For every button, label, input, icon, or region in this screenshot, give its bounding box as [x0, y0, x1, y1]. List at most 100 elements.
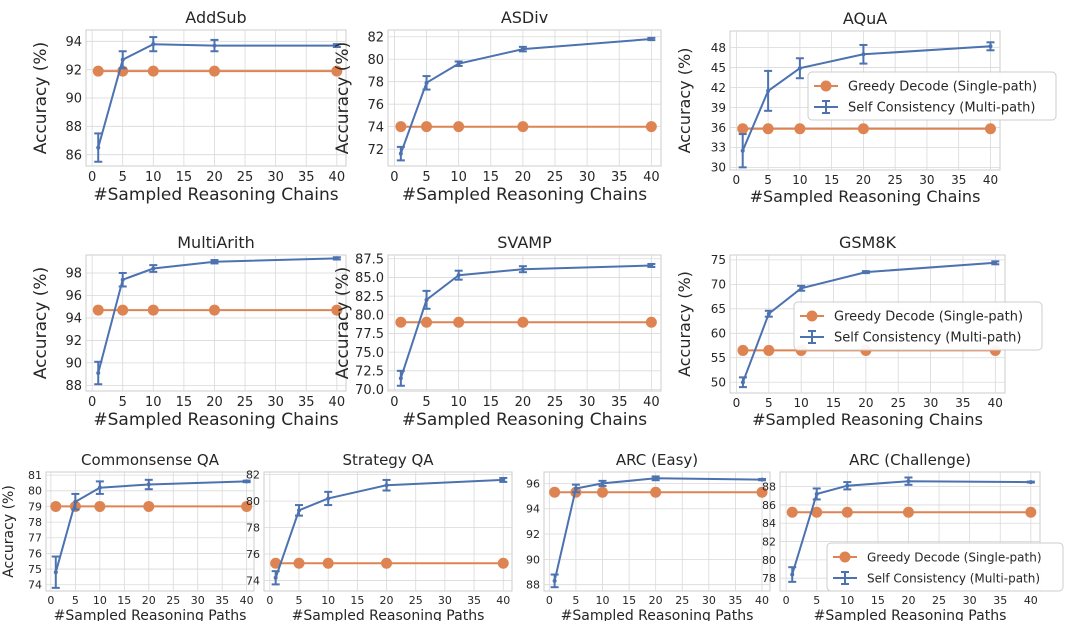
data-point [517, 121, 529, 133]
x-tick-label: 10 [145, 170, 162, 185]
y-tick-label: 36 [711, 121, 726, 135]
x-tick-label: 15 [483, 170, 500, 185]
data-point [120, 277, 125, 282]
x-tick-label: 15 [117, 594, 131, 607]
data-point [984, 123, 996, 135]
y-tick-label: 86 [762, 499, 776, 512]
data-point [906, 479, 911, 484]
y-tick-label: 92 [526, 528, 540, 541]
chart-panel: 0 5 10 15 20 25 30 35 40 70.0 72.5 75.0 77.5 80.0 82.5… [333, 233, 662, 430]
y-axis-label: Accuracy (%) [333, 42, 353, 154]
y-tick-label: 78 [367, 75, 384, 90]
y-tick-label: 84 [762, 517, 776, 530]
x-tick-label: 0 [733, 173, 741, 187]
x-tick-label: 15 [176, 170, 193, 185]
data-point [740, 148, 745, 153]
x-tick-label: 15 [483, 395, 500, 410]
series-layer [786, 476, 1037, 583]
legend-sc-label: Self Consistency (Multi-path) [848, 101, 1035, 116]
y-axis-label: Accuracy (%) [675, 48, 694, 154]
y-tick-label: 76 [246, 548, 260, 561]
y-axis-label: Accuracy (%) [31, 267, 51, 379]
x-tick-label: 30 [963, 594, 977, 607]
x-tick-label: 10 [595, 594, 609, 607]
data-point [786, 506, 798, 518]
data-point [596, 486, 608, 498]
y-tick-label: 78 [762, 572, 776, 585]
data-point [331, 65, 343, 77]
data-point [501, 477, 506, 482]
legend-box [826, 542, 1064, 592]
y-tick-label: 87.5 [355, 252, 384, 267]
x-tick-label: 40 [643, 395, 660, 410]
x-tick-label: 20 [206, 395, 223, 410]
y-tick-label: 50 [711, 376, 726, 390]
x-tick-label: 15 [622, 594, 636, 607]
data-point [147, 65, 159, 77]
series-layer [50, 478, 253, 589]
data-point [520, 267, 525, 272]
data-point [763, 344, 775, 356]
x-tick-label: 10 [93, 594, 107, 607]
x-tick-label: 30 [919, 173, 934, 187]
x-tick-label: 10 [792, 173, 807, 187]
data-point [649, 263, 654, 268]
legend: Greedy Decode (Single-path) Self Consiste… [793, 301, 1043, 351]
series-layer [92, 256, 343, 386]
data-point [241, 500, 253, 512]
y-tick-label: 74 [28, 579, 42, 592]
y-tick-label: 75.0 [355, 346, 384, 361]
data-point [151, 42, 156, 47]
x-tick-label: 0 [88, 170, 96, 185]
y-tick-label: 70.0 [355, 383, 384, 398]
data-point [381, 557, 393, 569]
x-axis-label: #Sampled Reasoning Paths [54, 608, 247, 621]
y-tick-label: 77 [28, 532, 42, 545]
data-point [384, 483, 389, 488]
y-tick-label: 80.0 [355, 308, 384, 323]
data-point [208, 304, 220, 316]
y-tick-label: 72 [367, 143, 384, 158]
data-point [244, 479, 249, 484]
x-tick-label: 5 [813, 594, 820, 607]
y-tick-label: 33 [711, 141, 726, 155]
data-point [1025, 506, 1037, 518]
data-point [453, 121, 465, 133]
y-tick-label: 76 [28, 547, 42, 560]
data-point [143, 500, 155, 512]
x-axis-label: #Sampled Reasoning Chains [402, 185, 647, 205]
y-tick-label: 94 [526, 503, 540, 516]
x-tick-label: 25 [166, 594, 180, 607]
legend-box [807, 71, 1057, 121]
x-tick-label: 20 [206, 170, 223, 185]
y-tick-label: 79 [28, 500, 42, 513]
data-point [766, 311, 771, 316]
series-layer [549, 475, 768, 589]
chart-title: ARC (Challenge) [849, 451, 971, 469]
data-point [756, 486, 768, 498]
x-tick-label: 40 [240, 594, 254, 607]
data-point [497, 557, 509, 569]
x-tick-label: 15 [176, 395, 193, 410]
x-tick-label: 30 [438, 594, 452, 607]
x-tick-label: 0 [783, 594, 790, 607]
data-point [766, 88, 771, 93]
chart-title: Commonsense QA [81, 451, 220, 469]
chart-panel: 0 5 10 15 20 25 30 35 40 74 75 76 77 78 79 80 81 Commonse… [1, 451, 255, 621]
data-point [649, 36, 654, 41]
x-tick-label: 30 [267, 395, 284, 410]
data-point [270, 557, 282, 569]
x-axis-label: #Sampled Reasoning Paths [292, 608, 485, 621]
x-tick-label: 5 [119, 170, 127, 185]
x-tick-label: 5 [572, 594, 579, 607]
legend-sc-label: Self Consistency (Multi-path) [834, 331, 1021, 346]
data-point [322, 557, 334, 569]
chart-panel: 0 5 10 15 20 25 30 35 40 30 33 36 39 42 45 48 AQuA #Sampl… [675, 9, 1057, 206]
x-tick-label: 0 [88, 395, 96, 410]
x-axis-label: #Sampled Reasoning Chains [93, 185, 338, 205]
data-point [212, 43, 217, 48]
data-point [857, 123, 869, 135]
data-point [53, 570, 58, 575]
x-tick-label: 30 [579, 170, 596, 185]
x-tick-label: 10 [794, 396, 809, 410]
